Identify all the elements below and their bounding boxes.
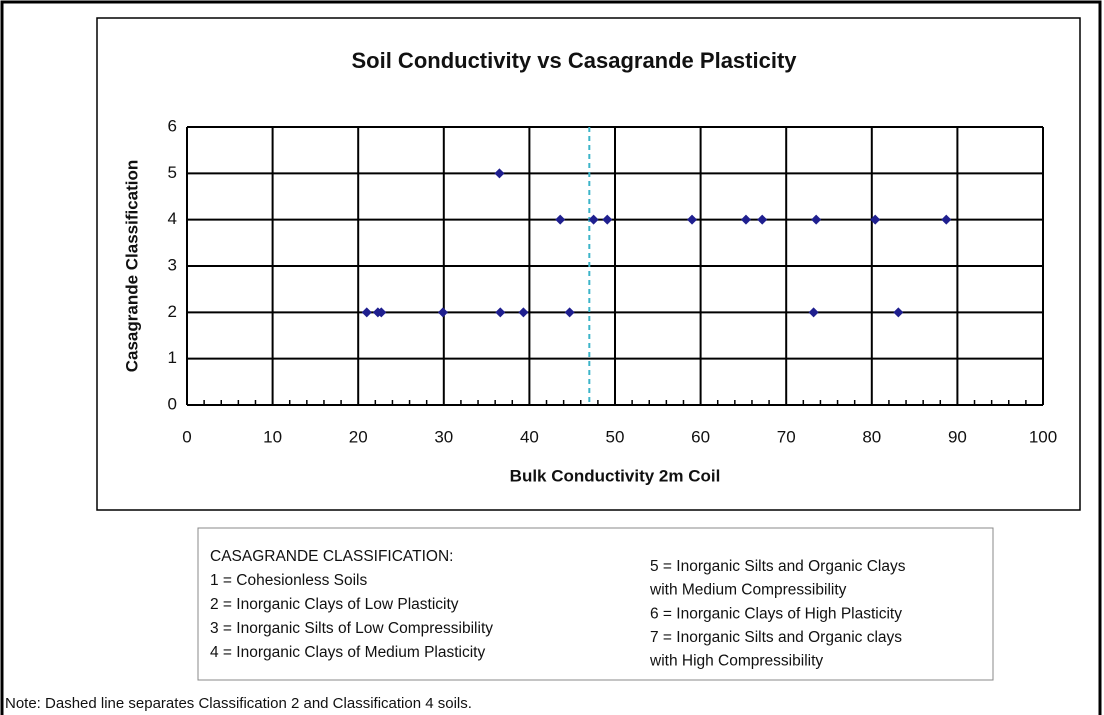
y-tick-label: 2 [168, 302, 177, 321]
x-tick-label: 60 [691, 427, 710, 446]
key-item: 5 = Inorganic Silts and Organic Clays [650, 558, 906, 575]
key-item: 1 = Cohesionless Soils [210, 572, 367, 589]
data-point [687, 214, 698, 225]
y-tick-label: 4 [168, 209, 177, 228]
key-item: with High Compressibility [649, 652, 823, 669]
chart-title: Soil Conductivity vs Casagrande Plastici… [351, 48, 797, 73]
data-point [588, 214, 599, 225]
key-item: 7 = Inorganic Silts and Organic clays [650, 629, 902, 646]
data-point [376, 307, 387, 318]
key-heading: CASAGRANDE CLASSIFICATION: [210, 548, 453, 565]
data-point [518, 307, 529, 318]
x-tick-label: 80 [862, 427, 881, 446]
y-axis-label: Casagrande Classification [122, 160, 141, 373]
data-point [811, 214, 822, 225]
key-box [197, 527, 994, 681]
data-point [564, 307, 575, 318]
key-item: with Medium Compressibility [649, 582, 847, 599]
x-tick-label: 50 [606, 427, 625, 446]
key-item: 2 = Inorganic Clays of Low Plasticity [210, 596, 459, 613]
x-axis-label: Bulk Conductivity 2m Coil [510, 466, 721, 485]
y-tick-label: 0 [168, 394, 177, 413]
data-point [602, 214, 613, 225]
x-tick-label: 100 [1029, 427, 1057, 446]
data-point [494, 168, 505, 179]
y-tick-label: 5 [168, 163, 177, 182]
data-point [893, 307, 904, 318]
y-tick-label: 3 [168, 255, 177, 274]
x-tick-label: 20 [349, 427, 368, 446]
note: Note: Dashed line separates Classificati… [5, 695, 472, 712]
key-item: 4 = Inorganic Clays of Medium Plasticity [210, 644, 485, 661]
x-tick-label: 30 [434, 427, 453, 446]
x-tick-label: 10 [263, 427, 282, 446]
data-point [941, 214, 952, 225]
data-point [808, 307, 819, 318]
key-item: 3 = Inorganic Silts of Low Compressibili… [210, 620, 493, 637]
x-tick-label: 70 [777, 427, 796, 446]
x-tick-label: 0 [182, 427, 191, 446]
data-point [495, 307, 506, 318]
data-point [361, 307, 372, 318]
x-tick-label: 40 [520, 427, 539, 446]
x-tick-label: 90 [948, 427, 967, 446]
data-point [870, 214, 881, 225]
key-item: 6 = Inorganic Clays of High Plasticity [650, 605, 902, 622]
y-tick-label: 1 [168, 348, 177, 367]
y-tick-label: 6 [168, 116, 177, 135]
data-point [437, 307, 448, 318]
data-point [757, 214, 768, 225]
data-point [555, 214, 566, 225]
data-point [740, 214, 751, 225]
